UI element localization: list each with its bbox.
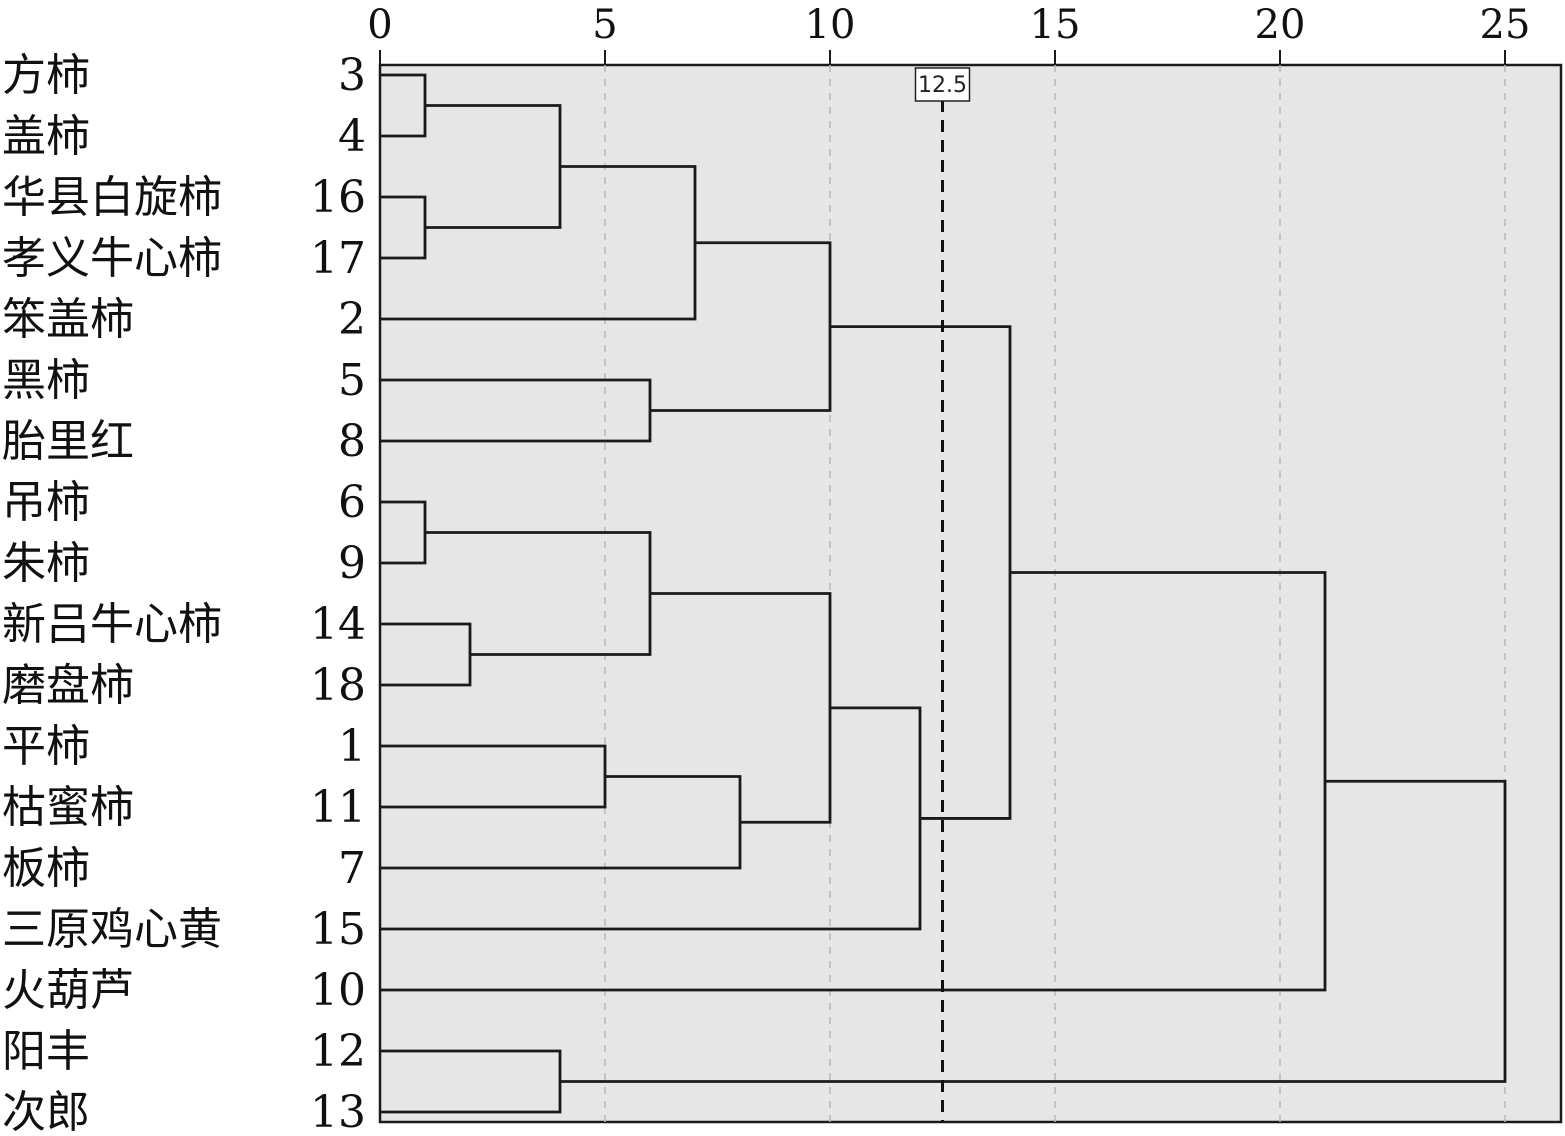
leaf-name: 方柿 <box>2 50 90 101</box>
leaf-name: 枯蜜柿 <box>2 782 134 833</box>
x-tick-label-15: 15 <box>1030 2 1081 48</box>
x-axis-ticks: 0 5 10 15 20 25 <box>367 2 1530 65</box>
leaf-name: 笨盖柿 <box>2 294 134 345</box>
cutoff-label-box <box>914 67 971 102</box>
leaf-name: 吊柿 <box>2 477 90 528</box>
plot-background <box>378 63 1563 1124</box>
leaf-name: 华县白旋柿 <box>2 172 222 223</box>
leaf-id: 5 <box>338 355 366 406</box>
leaf-id: 9 <box>338 538 366 589</box>
leaf-id: 15 <box>310 904 366 955</box>
leaf-name: 孝义牛心柿 <box>2 233 222 284</box>
leaf-id: 7 <box>338 843 366 894</box>
leaf-name: 火葫芦 <box>2 965 134 1016</box>
leaf-name: 三原鸡心黄 <box>2 904 222 955</box>
leaf-id: 12 <box>310 1026 366 1077</box>
leaf-id: 17 <box>310 233 366 284</box>
x-tick-label-20: 20 <box>1255 2 1306 48</box>
cutoff-marker: 12.5 <box>914 67 971 1122</box>
leaf-id: 6 <box>338 477 366 528</box>
x-tick-label-0: 0 <box>367 2 392 48</box>
leaf-id: 8 <box>338 416 366 467</box>
leaf-name: 板柿 <box>2 843 90 894</box>
x-tick-label-25: 25 <box>1480 2 1531 48</box>
leaf-id: 1 <box>338 721 366 772</box>
dendrogram-link-R <box>560 779 1507 1083</box>
cutoff-label: 12.5 <box>918 73 967 98</box>
leaf-name: 朱柿 <box>2 538 90 589</box>
dendrogram-links <box>380 73 1507 1114</box>
leaf-id: 11 <box>310 782 366 833</box>
leaf-name: 平柿 <box>2 721 90 772</box>
leaf-id: 10 <box>310 965 366 1016</box>
leaf-name: 胎里红 <box>2 416 134 467</box>
leaf-id: 2 <box>338 294 366 345</box>
leaf-id: 18 <box>310 660 366 711</box>
leaf-id: 16 <box>310 172 366 223</box>
leaf-id: 4 <box>338 111 366 162</box>
leaf-name: 黑柿 <box>2 355 90 406</box>
leaf-name: 磨盘柿 <box>2 660 134 711</box>
leaf-id: 13 <box>310 1087 366 1136</box>
x-tick-label-10: 10 <box>805 2 856 48</box>
leaf-name: 新吕牛心柿 <box>2 599 222 650</box>
leaf-name: 阳丰 <box>2 1026 90 1077</box>
leaf-id: 3 <box>338 50 366 101</box>
x-tick-label-5: 5 <box>592 2 617 48</box>
leaf-name: 盖柿 <box>2 111 90 162</box>
leaf-id: 14 <box>310 599 366 650</box>
leaf-name: 次郎 <box>2 1087 90 1136</box>
